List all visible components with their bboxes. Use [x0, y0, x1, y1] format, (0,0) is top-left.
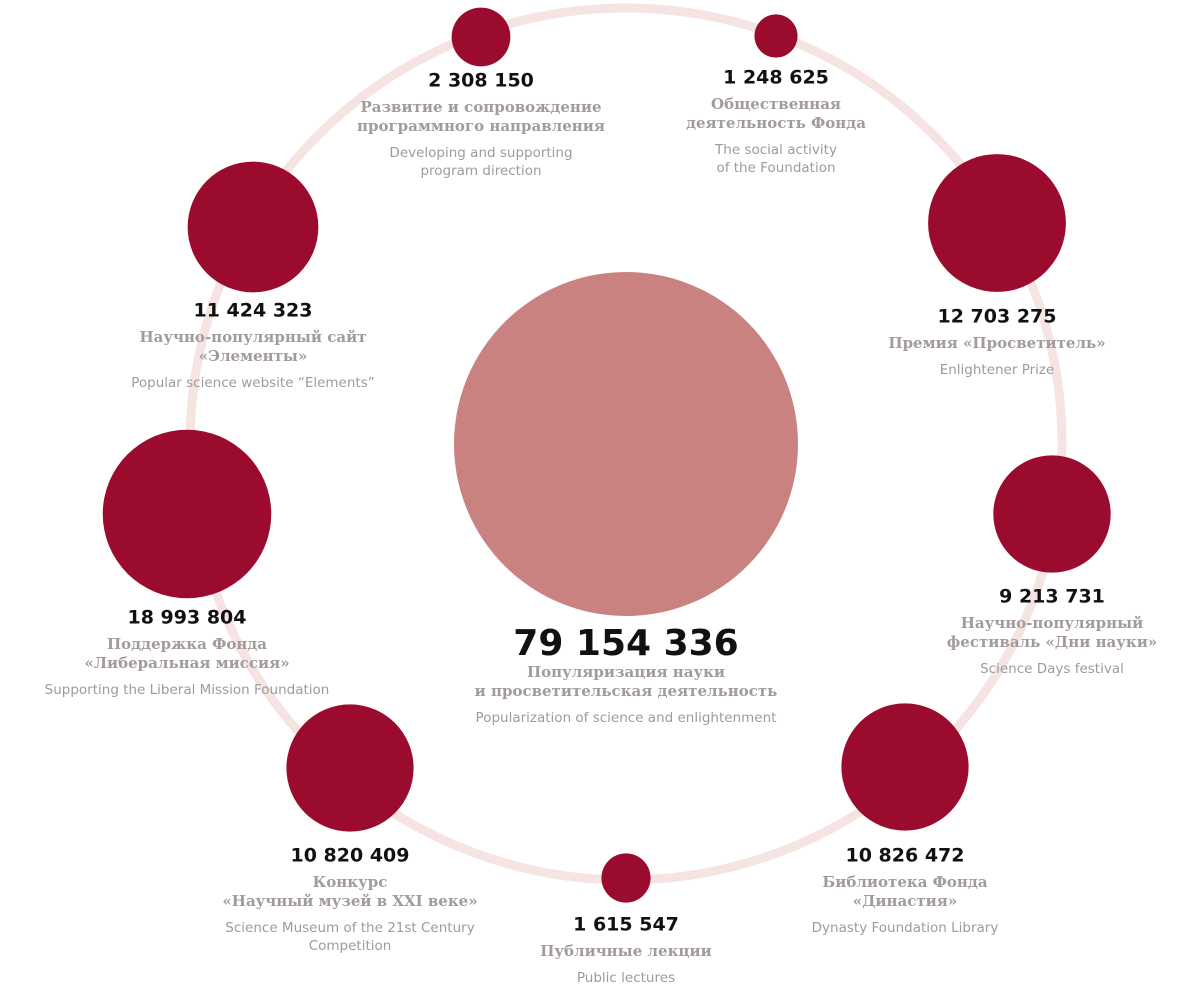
label-ru: Популяризация науки — [527, 663, 725, 681]
label-ru: Библиотека Фонда — [822, 873, 987, 891]
label-ru: «Элементы» — [199, 347, 308, 365]
value-label: 10 820 409 — [291, 845, 410, 867]
label-en: The social activity — [714, 142, 837, 158]
label-en: Competition — [309, 938, 392, 954]
label-ru: «Династия» — [853, 892, 958, 910]
label-ru: программного направления — [357, 117, 605, 135]
bubble — [841, 703, 969, 831]
label-en: program direction — [420, 163, 541, 179]
bubble — [286, 704, 414, 832]
bubble — [102, 429, 272, 599]
bubble — [754, 14, 798, 58]
label-ru: деятельность Фонда — [686, 114, 866, 132]
value-label: 10 826 472 — [846, 845, 965, 867]
value-label: 11 424 323 — [194, 300, 313, 322]
label-ru: Общественная — [711, 95, 841, 113]
bubble — [451, 7, 511, 67]
label-en: Developing and supporting — [389, 145, 572, 161]
label-en: Popularization of science and enlightenm… — [476, 710, 777, 726]
label-en: Enlightener Prize — [940, 362, 1055, 378]
label-ru: Поддержка Фонда — [107, 635, 267, 653]
value-label: 12 703 275 — [938, 306, 1057, 328]
label-ru: Премия «Просветитель» — [888, 334, 1105, 352]
label-en: Supporting the Liberal Mission Foundatio… — [45, 682, 330, 698]
bubble — [993, 455, 1111, 573]
label-en: Science Museum of the 21st Century — [225, 920, 474, 936]
value-label: 18 993 804 — [128, 607, 247, 629]
bubble — [187, 161, 319, 293]
value-label: 1 248 625 — [723, 67, 829, 89]
label-ru: Развитие и сопровождение — [360, 98, 601, 116]
label-ru: фестиваль «Дни науки» — [947, 633, 1157, 651]
label-ru: «Научный музей в XXI веке» — [222, 892, 477, 910]
label-en: of the Foundation — [716, 160, 835, 176]
label-en: Popular science website “Elements” — [131, 375, 375, 391]
value-label: 1 615 547 — [573, 914, 679, 936]
value-label: 9 213 731 — [999, 586, 1105, 608]
label-en: Public lectures — [577, 970, 675, 986]
label-ru: Публичные лекции — [540, 942, 712, 960]
bubble — [928, 154, 1066, 292]
label-ru: «Либеральная миссия» — [84, 654, 289, 672]
total-value: 79 154 336 — [513, 623, 738, 664]
label-en: Dynasty Foundation Library — [812, 920, 999, 936]
label-ru: Конкурс — [313, 873, 388, 891]
label-ru: Научно-популярный сайт — [139, 328, 366, 346]
label-ru: и просветительская деятельность — [475, 682, 778, 700]
value-label: 2 308 150 — [428, 70, 534, 92]
label-en: Science Days festival — [980, 661, 1124, 677]
bubble-total — [454, 272, 798, 616]
bubble — [601, 853, 651, 903]
label-ru: Научно-популярный — [961, 614, 1144, 632]
